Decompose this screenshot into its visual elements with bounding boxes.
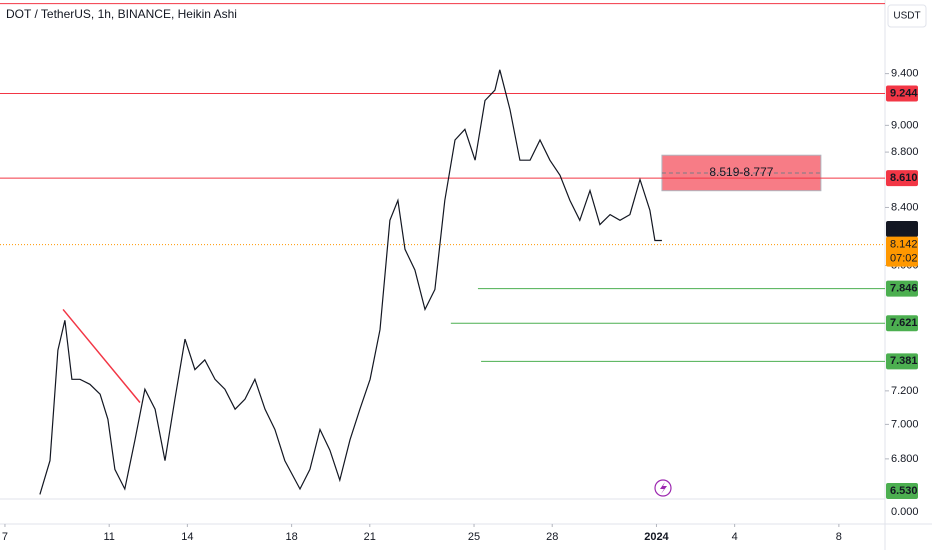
x-tick-label: 21 <box>364 531 376 543</box>
x-tick-label: 2024 <box>644 531 669 543</box>
price-level-tag-label: 7.846 <box>890 283 918 295</box>
range-box-label: 8.519-8.777 <box>709 165 773 179</box>
x-tick-label: 25 <box>468 531 480 543</box>
price-level-tag <box>886 353 918 370</box>
price-level-tag-label: 6.530 <box>890 485 918 497</box>
currency-label: USDT <box>893 11 920 22</box>
last-price-label: 8.153 <box>890 223 918 235</box>
x-tick-label: 11 <box>103 531 114 543</box>
x-tick-label: 28 <box>546 531 558 543</box>
price-level-tag <box>886 85 918 102</box>
y-tick-label: 7.000 <box>891 418 919 430</box>
chart-title: DOT / TetherUS, 1h, BINANCE, Heikin Ashi <box>6 7 237 21</box>
x-tick-label: 4 <box>732 531 738 543</box>
plot-area: 8.519-8.777 <box>0 3 885 495</box>
price-line <box>39 69 662 495</box>
price-level-tag <box>886 170 918 187</box>
y-tick-label: 6.800 <box>891 453 919 465</box>
countdown-label: 07:02 <box>890 252 918 264</box>
current-price-tag <box>886 236 918 267</box>
last-price-tag <box>886 220 918 237</box>
trend-line <box>62 308 141 403</box>
lightning-icon[interactable] <box>654 479 672 497</box>
y-tick-label: 9.000 <box>891 119 919 131</box>
y-tick-label: 8.800 <box>891 146 919 158</box>
x-tick-label: 18 <box>285 531 297 543</box>
x-tick-label: 14 <box>181 531 193 543</box>
price-level-tag-label: 9.244 <box>890 87 918 99</box>
x-tick-label: 8 <box>836 531 842 543</box>
current-price-label: 8.142 <box>890 238 918 250</box>
y-tick-label: 9.400 <box>891 68 919 80</box>
lower-pane-tick-label: 0.000 <box>891 506 919 518</box>
price-level-tag <box>886 483 918 499</box>
price-level-tag-label: 8.610 <box>890 172 918 184</box>
x-tick-label: 7 <box>2 531 8 543</box>
price-level-tag-label: 7.621 <box>890 317 918 329</box>
currency-button[interactable] <box>887 4 927 28</box>
price-level-tag <box>886 315 918 332</box>
y-tick-label: 8.400 <box>891 201 919 213</box>
price-level-tag-label: 7.381 <box>890 355 918 367</box>
price-level-tag <box>886 280 918 297</box>
y-tick-label: 7.200 <box>891 385 919 397</box>
